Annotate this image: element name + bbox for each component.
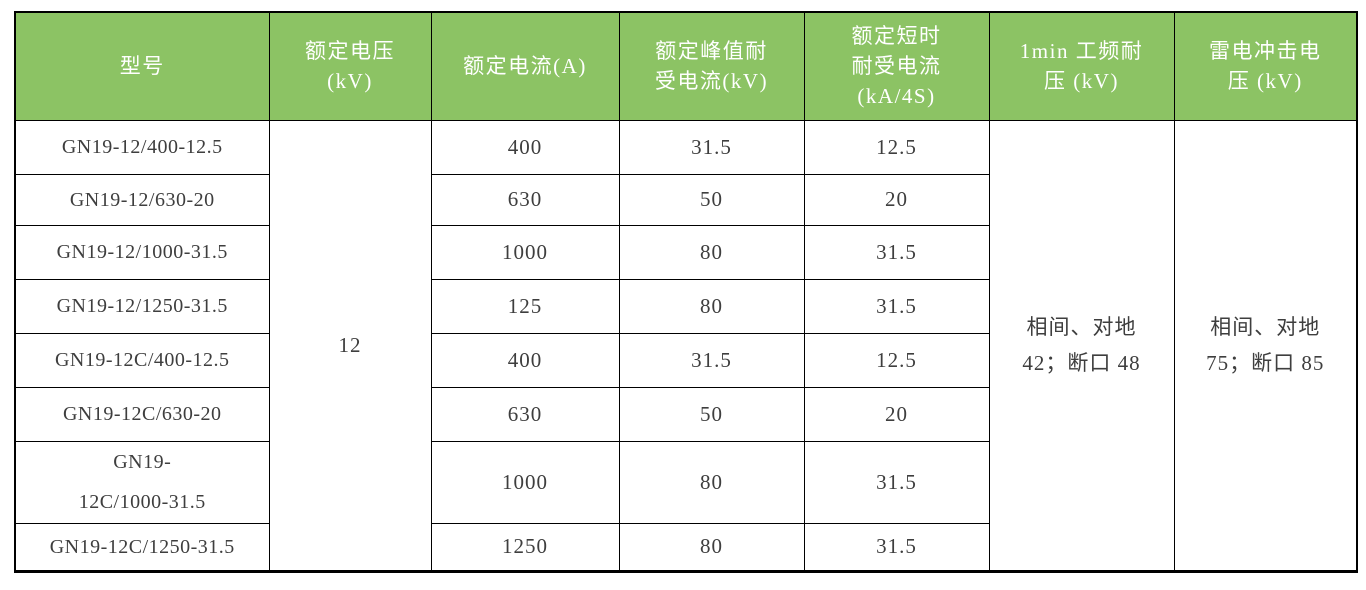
cell-line: GN19-12/1000-31.5 [56,241,228,263]
cell-model: GN19-12C/630-20 [14,386,270,442]
header-line: 压 (kV) [1227,69,1303,94]
cell-peak-current: 80 [618,522,805,572]
cell-rated-current: 125 [430,278,620,334]
cell-short-time-current: 20 [803,386,990,442]
cell-model: GN19- 12C/1000-31.5 [14,440,270,524]
header-line: 受电流(kV) [654,69,769,94]
cell-rated-current: 630 [430,173,620,226]
cell-short-time-current: 31.5 [803,278,990,334]
cell-line: GN19-12/400-12.5 [61,136,223,158]
cell-peak-current: 31.5 [618,119,805,175]
cell-line: GN19-12C/1250-31.5 [49,535,235,558]
cell-short-time-current: 12.5 [803,332,990,388]
table-row: GN19-12C/630-20 630 50 20 [14,386,1357,442]
cell-model: GN19-12/400-12.5 [14,119,270,175]
cell-model: GN19-12/1000-31.5 [14,224,270,280]
cell-line: 12C/1000-31.5 [78,491,206,513]
cell-rated-voltage: 12 [268,119,432,572]
header-line: 雷电冲击电 [1209,39,1322,64]
cell-line: 75；断口 85 [1206,351,1325,375]
cell-short-time-current: 31.5 [803,440,990,524]
header-row: 型号 额定电压 (kV) 额定电流(A) 额定峰值耐 受电流(kV) 额定短时 … [14,11,1358,121]
cell-rated-current: 1000 [430,440,620,524]
header-line: 耐受电流 [851,54,942,79]
header-cell-rated-current: 额定电流(A) [430,11,620,121]
cell-peak-current: 80 [618,278,805,334]
spec-table: 型号 额定电压 (kV) 额定电流(A) 额定峰值耐 受电流(kV) 额定短时 … [14,11,1358,573]
table-row: GN19-12/1250-31.5 125 80 31.5 [14,278,1357,334]
cell-line: GN19- [113,451,172,473]
table-row: GN19-12/1000-31.5 1000 80 31.5 [14,224,1357,280]
table-row: GN19-12/630-20 630 50 20 [14,173,1357,226]
cell-line: GN19-12C/400-12.5 [54,349,230,371]
header-cell-model: 型号 [14,11,270,121]
header-line: 型号 [119,54,165,79]
header-line: 1min 工频耐 [1019,39,1144,64]
cell-peak-current: 80 [618,440,805,524]
document-page: 型号 额定电压 (kV) 额定电流(A) 额定峰值耐 受电流(kV) 额定短时 … [14,11,1358,573]
header-cell-rated-voltage: 额定电压 (kV) [268,11,432,121]
cell-line: GN19-12/1250-31.5 [56,295,228,317]
table-row: GN19- 12C/1000-31.5 1000 80 31.5 [14,440,1357,524]
cell-rated-current: 1000 [430,224,620,280]
table-row: GN19-12/400-12.5 12 400 31.5 12.5 相间、对地 … [14,119,1358,572]
cell-short-time-current: 12.5 [803,119,990,175]
cell-peak-current: 50 [618,173,805,226]
table-row: GN19-12C/400-12.5 400 31.5 12.5 [14,332,1357,388]
cell-rated-current: 630 [430,386,620,442]
cell-rated-current: 400 [430,332,620,388]
cell-model: GN19-12/630-20 [14,173,270,226]
header-cell-lightning-impulse: 雷电冲击电 压 (kV) [1173,11,1358,121]
cell-peak-current: 50 [618,386,805,442]
cell-model: GN19-12/1250-31.5 [14,278,270,334]
table-row: GN19-12C/1250-31.5 1250 80 31.5 [14,522,1357,572]
cell-peak-current: 80 [618,224,805,280]
header-line: (kV) [327,69,373,94]
cell-line: GN19-12/630-20 [69,188,215,211]
header-line: 压 (kV) [1044,69,1119,94]
cell-rated-current: 1250 [430,522,620,572]
header-line: 额定峰值耐 [655,39,768,64]
cell-short-time-current: 20 [803,173,990,226]
header-line: 额定短时 [851,24,942,49]
header-cell-peak-withstand-current: 额定峰值耐 受电流(kV) [618,11,805,121]
cell-line: 42；断口 48 [1022,351,1141,375]
cell-short-time-current: 31.5 [803,224,990,280]
cell-line: 相间、对地 [1026,315,1137,339]
cell-rated-current: 400 [430,119,620,175]
header-cell-power-freq-withstand: 1min 工频耐 压 (kV) [988,11,1175,121]
cell-line: GN19-12C/630-20 [62,403,222,425]
cell-power-freq-withstand: 相间、对地 42；断口 48 [988,119,1175,572]
cell-peak-current: 31.5 [618,332,805,388]
header-cell-short-time-current: 额定短时 耐受电流 (kA/4S) [803,11,990,121]
cell-short-time-current: 31.5 [803,522,990,572]
cell-lightning-impulse: 相间、对地 75；断口 85 [1173,119,1358,572]
cell-model: GN19-12C/1250-31.5 [14,522,270,572]
cell-model: GN19-12C/400-12.5 [14,332,270,388]
header-line: (kA/4S) [857,84,936,109]
cell-line: 相间、对地 [1210,315,1321,339]
header-line: 额定电流(A) [463,54,587,79]
header-line: 额定电压 [305,39,395,64]
